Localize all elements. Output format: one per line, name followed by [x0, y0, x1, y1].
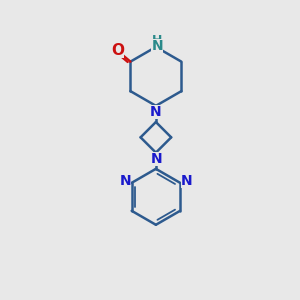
Text: O: O	[111, 43, 124, 58]
Text: N: N	[150, 105, 162, 119]
Text: N: N	[181, 174, 192, 188]
Text: N: N	[152, 39, 163, 53]
Text: N: N	[119, 174, 131, 188]
Text: H: H	[152, 34, 163, 47]
Text: N: N	[151, 152, 163, 166]
